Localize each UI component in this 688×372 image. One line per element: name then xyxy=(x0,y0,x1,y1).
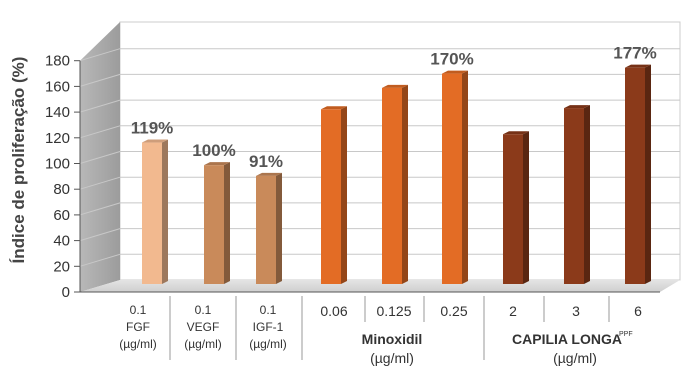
bar-2: 100% xyxy=(192,141,236,284)
bar-4 xyxy=(321,106,347,284)
y-tick-label: 180 xyxy=(45,53,70,70)
x-tick-label: (µg/ml) xyxy=(184,337,222,351)
gridline-side xyxy=(79,228,121,242)
bar-top xyxy=(564,105,590,109)
bar-side xyxy=(523,131,529,284)
x-tick-label: 0.06 xyxy=(320,303,347,319)
gridline-side xyxy=(79,202,121,216)
data-label: 170% xyxy=(430,50,473,69)
bar-top xyxy=(503,131,529,135)
bar-9: 177% xyxy=(613,44,657,284)
data-label: 119% xyxy=(131,119,174,138)
bar-6: 170% xyxy=(430,50,474,284)
bar-side xyxy=(645,64,651,284)
bars: 119% 100% 91% 170% 177% xyxy=(131,44,657,285)
data-label: 100% xyxy=(192,141,235,160)
bar-side xyxy=(402,84,408,284)
y-tick-label: 100 xyxy=(45,156,70,173)
gridline-side xyxy=(79,73,121,87)
bar-3: 91% xyxy=(249,152,283,284)
gridline-side xyxy=(79,48,121,62)
bar-7 xyxy=(503,131,529,284)
bar-side xyxy=(341,106,347,284)
bar-5 xyxy=(382,84,408,284)
x-tick-label: 0.1 xyxy=(195,303,212,317)
y-tick-label: 60 xyxy=(53,207,70,224)
x-tick-label: 0.125 xyxy=(376,303,411,319)
y-tick-label: 80 xyxy=(53,181,70,198)
gridline-side xyxy=(79,151,121,164)
y-tick-label: 120 xyxy=(45,130,70,147)
bar-front xyxy=(321,109,341,284)
x-tick-label: 3 xyxy=(572,303,580,319)
x-tick-label: IGF-1 xyxy=(253,320,284,334)
bar-side xyxy=(462,70,468,284)
x-tick-label: 0.25 xyxy=(440,303,467,319)
bar-front xyxy=(204,165,224,284)
data-label: 177% xyxy=(613,44,656,63)
gridline-side xyxy=(79,125,121,139)
x-tick-label: 2 xyxy=(509,303,517,319)
bar-top xyxy=(321,106,347,110)
group-label-superscript: PPF xyxy=(619,331,633,338)
y-tick-label: 160 xyxy=(45,78,70,95)
bar-side xyxy=(224,162,230,284)
x-tick-label: (µg/ml) xyxy=(249,337,287,351)
bar-front xyxy=(142,142,162,284)
bar-side xyxy=(162,139,168,284)
x-tick-label: VEGF xyxy=(187,320,220,334)
bar-1: 119% xyxy=(131,119,174,284)
x-tick-label: FGF xyxy=(126,320,150,334)
bar-front xyxy=(625,67,645,284)
y-axis-label: Índice de proliferação (%) xyxy=(9,57,28,264)
data-label: 91% xyxy=(249,152,283,171)
bar-front xyxy=(442,73,462,284)
bar-top xyxy=(382,84,408,88)
bar-top xyxy=(442,70,468,74)
group-label: Minoxidil xyxy=(362,331,423,347)
y-axis: 0 20 40 60 80 100 120 140 160 180 xyxy=(45,53,81,301)
x-axis: 0.1 FGF (µg/ml) 0.1 VEGF (µg/ml) 0.1 IGF-1 (µg/m… xyxy=(80,291,660,366)
floor xyxy=(80,280,680,292)
bar-front xyxy=(256,175,276,284)
y-tick-label: 40 xyxy=(53,233,70,250)
bar-8 xyxy=(564,105,590,285)
bar-top xyxy=(625,64,651,68)
y-tick-label: 0 xyxy=(62,284,70,301)
x-tick-label: 0.1 xyxy=(260,303,277,317)
bar-top xyxy=(204,162,230,166)
gridline-side xyxy=(79,176,121,190)
bar-top xyxy=(256,172,282,176)
x-tick-label: 0.1 xyxy=(130,303,147,317)
x-tick-label: (µg/ml) xyxy=(119,337,157,351)
y-tick-label: 20 xyxy=(53,258,70,275)
group-unit: (µg/ml) xyxy=(370,350,414,366)
gridline-side xyxy=(79,99,121,113)
bar-side xyxy=(276,172,282,284)
bar-front xyxy=(564,108,584,284)
bar-top xyxy=(142,139,168,143)
group-label: CAPILIA LONGA xyxy=(512,331,622,347)
group-unit: (µg/ml) xyxy=(553,350,597,366)
x-tick-label: 6 xyxy=(634,303,642,319)
gridline-side xyxy=(79,253,121,267)
y-tick-label: 140 xyxy=(45,104,70,121)
bar-front xyxy=(503,134,523,284)
bar-side xyxy=(584,105,590,285)
bar-front xyxy=(382,87,402,284)
